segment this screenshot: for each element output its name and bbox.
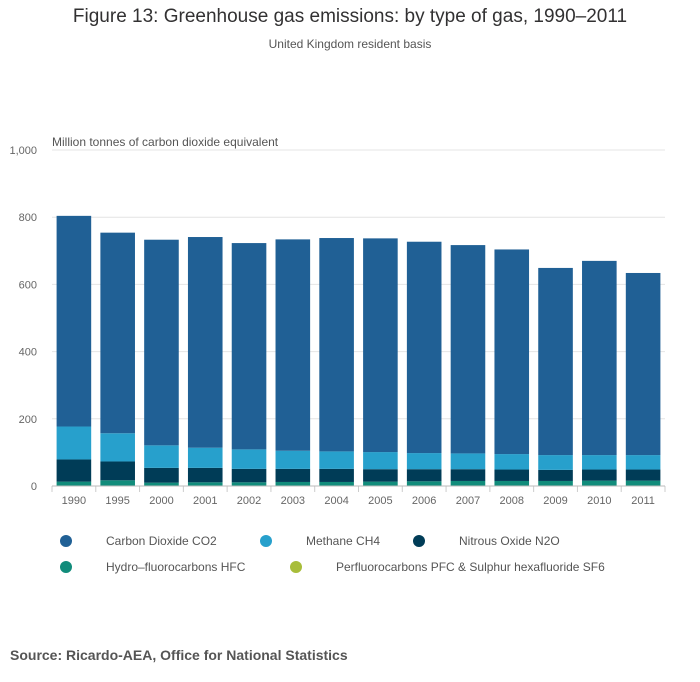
bar-segment bbox=[275, 450, 311, 469]
legend-label: Perfluorocarbons PFC & Sulphur hexafluor… bbox=[336, 560, 605, 574]
x-tick-label: 2003 bbox=[281, 495, 305, 507]
legend-swatch bbox=[290, 561, 302, 573]
bar-segment bbox=[56, 215, 92, 427]
bar-segment bbox=[144, 445, 179, 468]
x-tick-label: 2008 bbox=[500, 495, 524, 507]
bar-segment bbox=[319, 451, 354, 469]
bar-segment bbox=[625, 272, 661, 456]
bar-segment bbox=[275, 239, 311, 451]
bar-segment bbox=[494, 480, 530, 486]
bar-segment bbox=[231, 482, 267, 486]
x-tick-label: 2004 bbox=[324, 495, 348, 507]
legend-swatch bbox=[260, 535, 272, 547]
bar-segment bbox=[319, 238, 354, 452]
bar-segment bbox=[231, 449, 267, 469]
bar-segment bbox=[363, 481, 398, 486]
bar-segment bbox=[538, 480, 573, 486]
bar-segment bbox=[538, 469, 573, 481]
bar-segment bbox=[406, 469, 442, 482]
bar-segment bbox=[582, 480, 617, 486]
y-tick-label: 0 bbox=[31, 481, 37, 493]
y-tick-label: 600 bbox=[19, 279, 37, 291]
bar-segment bbox=[494, 469, 530, 481]
bar-segment bbox=[144, 467, 179, 483]
bar-segment bbox=[100, 480, 135, 486]
legend-label: Nitrous Oxide N2O bbox=[459, 534, 560, 548]
x-tick-label: 2002 bbox=[237, 495, 261, 507]
chart-subtitle: United Kingdom resident basis bbox=[268, 37, 432, 51]
y-tick-label: 800 bbox=[19, 212, 37, 224]
chart-title: Figure 13: Greenhouse gas emissions: by … bbox=[72, 6, 628, 27]
bar-segment bbox=[538, 455, 573, 470]
bar-segment bbox=[406, 481, 442, 486]
bar-segment bbox=[319, 481, 354, 486]
source-note: Source: Ricardo-AEA, Office for National… bbox=[10, 647, 348, 663]
bar-segment bbox=[275, 468, 311, 482]
bar-segment bbox=[144, 239, 179, 446]
x-tick-label: 2007 bbox=[456, 495, 480, 507]
bar-segment bbox=[582, 260, 617, 456]
legend-label: Carbon Dioxide CO2 bbox=[106, 534, 217, 548]
legend-label: Hydro–fluorocarbons HFC bbox=[106, 560, 246, 574]
bar-segment bbox=[56, 459, 92, 482]
bar-segment bbox=[625, 455, 661, 470]
bar-segment bbox=[450, 480, 486, 486]
bar-segment bbox=[319, 468, 354, 482]
legend-swatch bbox=[60, 535, 72, 547]
bar-segment bbox=[406, 241, 442, 454]
x-tick-label: 2005 bbox=[368, 495, 392, 507]
y-tick-label: 1,000 bbox=[9, 145, 37, 157]
x-tick-label: 2010 bbox=[587, 495, 611, 507]
bar-segment bbox=[450, 469, 486, 481]
bar-segment bbox=[56, 426, 92, 460]
bar-segment bbox=[625, 480, 661, 486]
bar-segment bbox=[625, 469, 661, 481]
bar-segment bbox=[231, 468, 267, 483]
x-tick-label: 1995 bbox=[105, 495, 129, 507]
bar-segment bbox=[406, 453, 442, 470]
bar-segment bbox=[56, 481, 92, 486]
bar-segment bbox=[275, 481, 311, 486]
bar-segment bbox=[100, 433, 135, 462]
x-tick-label: 2009 bbox=[543, 495, 567, 507]
bar-segment bbox=[187, 467, 223, 483]
bar-segment bbox=[494, 249, 530, 455]
bar-segment bbox=[100, 232, 135, 434]
bar-segment bbox=[187, 482, 223, 486]
legend-label: Methane CH4 bbox=[306, 534, 381, 548]
bar-segment bbox=[100, 461, 135, 481]
x-tick-label: 2001 bbox=[193, 495, 217, 507]
legend-swatch bbox=[60, 561, 72, 573]
bar-segment bbox=[187, 447, 223, 468]
legend-swatch bbox=[413, 535, 425, 547]
bar-segment bbox=[363, 452, 398, 470]
x-tick-label: 2006 bbox=[412, 495, 436, 507]
bar-segment bbox=[231, 243, 267, 450]
y-axis-label: Million tonnes of carbon dioxide equival… bbox=[52, 135, 279, 149]
bar-segment bbox=[363, 469, 398, 482]
bar-segment bbox=[494, 454, 530, 470]
bar-segment bbox=[450, 245, 486, 454]
bar-segment bbox=[450, 453, 486, 470]
bar-segment bbox=[363, 238, 398, 453]
bar-segment bbox=[582, 455, 617, 470]
bar-segment bbox=[582, 469, 617, 481]
bar-segment bbox=[538, 267, 573, 456]
bar-segment bbox=[144, 482, 179, 486]
y-tick-label: 400 bbox=[19, 347, 37, 359]
bar-segment bbox=[187, 237, 223, 448]
x-tick-label: 2000 bbox=[149, 495, 173, 507]
x-tick-label: 2011 bbox=[631, 495, 655, 507]
x-tick-label: 1990 bbox=[62, 495, 86, 507]
y-tick-label: 200 bbox=[19, 414, 37, 426]
